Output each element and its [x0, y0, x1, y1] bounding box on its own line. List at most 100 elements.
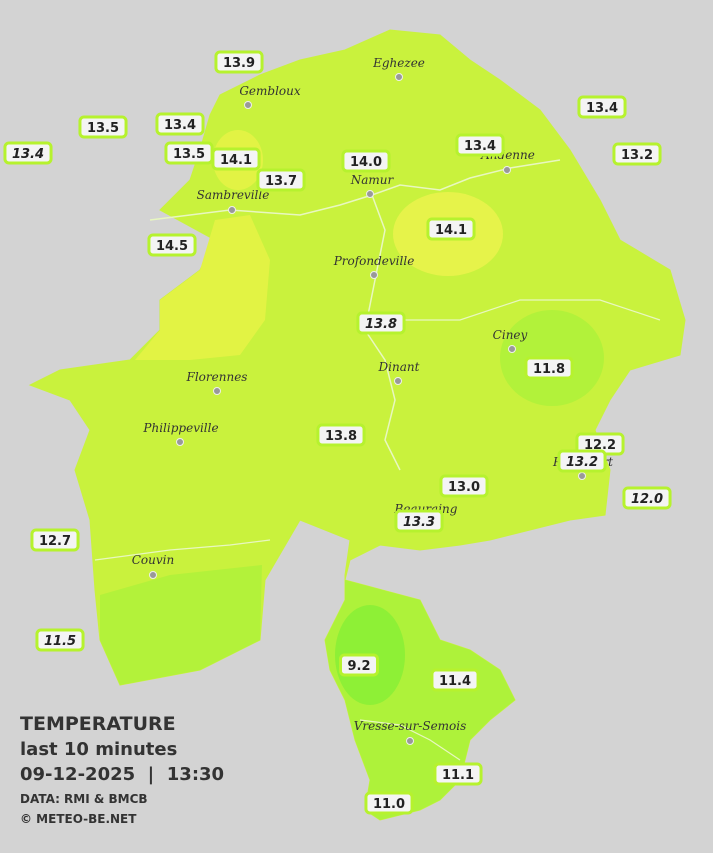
town-dot [395, 73, 403, 81]
legend: TEMPERATURE last 10 minutes 09-12-2025 |… [20, 713, 224, 826]
station-value: 13.9 [223, 56, 255, 71]
station: 14.5 [147, 233, 197, 257]
station-box [35, 628, 85, 652]
town-label: Ciney [493, 328, 528, 342]
station-value: 13.2 [621, 148, 653, 163]
town-dot [370, 271, 378, 279]
station-value: 12.0 [631, 492, 663, 507]
river [94, 539, 271, 561]
town-dot [244, 101, 252, 109]
station: 11.8 [524, 356, 574, 380]
station-value: 13.4 [464, 139, 496, 154]
station-box [3, 141, 53, 165]
legend-datetime: 09-12-2025 | 13:30 [20, 764, 224, 785]
station-box [439, 474, 489, 498]
town-dot [366, 190, 374, 198]
station-box [316, 423, 366, 447]
station-box [524, 356, 574, 380]
station-box [612, 142, 662, 166]
station-value: 11.1 [442, 768, 474, 783]
station-box [426, 217, 476, 241]
river [400, 299, 661, 321]
station: 13.4 [577, 95, 627, 119]
station-value: 14.1 [435, 223, 467, 238]
station: 9.2 [338, 653, 380, 677]
town-label: Gembloux [239, 84, 301, 98]
station: 14.1 [426, 217, 476, 241]
station: 11.5 [35, 628, 85, 652]
warm-zone [135, 215, 270, 360]
station: 13.4 [3, 141, 53, 165]
station-box [394, 509, 444, 533]
station-value: 13.4 [586, 101, 618, 116]
station-box [430, 668, 480, 692]
station-value: 14.5 [156, 239, 188, 254]
station-box [147, 233, 197, 257]
town-dot [176, 438, 184, 446]
town-label: Couvin [132, 553, 174, 567]
station-value: 9.2 [347, 659, 370, 674]
station-box [78, 115, 128, 139]
town-label: Philippeville [142, 421, 218, 435]
station: 11.1 [433, 762, 483, 786]
station-box [341, 149, 391, 173]
town-dot [213, 387, 221, 395]
legend-credit: © METEO-BE.NET [20, 812, 137, 826]
station: 14.0 [341, 149, 391, 173]
station-box [356, 311, 406, 335]
station: 13.2 [612, 142, 662, 166]
river [149, 159, 561, 221]
station-value: 12.7 [39, 534, 71, 549]
station: 13.0 [439, 474, 489, 498]
station: 12.7 [30, 528, 80, 552]
town-dot [406, 737, 414, 745]
station-value: 13.8 [325, 429, 357, 444]
station-box [577, 95, 627, 119]
station-box [211, 147, 261, 171]
legend-source: DATA: RMI & BMCB [20, 792, 148, 806]
station-value: 13.5 [173, 147, 205, 162]
station-box [30, 528, 80, 552]
station: 13.4 [455, 133, 505, 157]
stations: 13.9 13.5 13.4 13.4 13.5 14.1 13.7 14.0 13.4 13.4… [3, 50, 672, 815]
town-dot [578, 472, 586, 480]
station-value: 13.5 [87, 121, 119, 136]
station-value: 13.4 [12, 147, 44, 162]
station: 13.9 [214, 50, 264, 74]
station-value: 13.7 [265, 174, 297, 189]
station: 13.8 [316, 423, 366, 447]
station-value: 13.2 [566, 455, 598, 470]
station-value: 14.0 [350, 155, 382, 170]
town-label: Vresse-sur-Semois [354, 719, 467, 733]
town-label: Florennes [186, 370, 248, 384]
station-box [364, 791, 414, 815]
station-box [433, 762, 483, 786]
town-label: Sambreville [197, 188, 270, 202]
town-label: Eghezee [372, 56, 425, 70]
station: 13.8 [356, 311, 406, 335]
station: 14.1 [211, 147, 261, 171]
station-value: 11.8 [533, 362, 565, 377]
legend-title: TEMPERATURE [20, 713, 176, 735]
station: 13.5 [78, 115, 128, 139]
station: 13.4 [155, 112, 205, 136]
station-value: 12.2 [584, 438, 616, 453]
station-value: 11.4 [439, 674, 471, 689]
cool-zone [100, 565, 262, 685]
river [359, 719, 461, 761]
station: 13.2 [557, 449, 607, 473]
station: 13.3 [394, 509, 444, 533]
station-box [557, 449, 607, 473]
town-dot [508, 345, 516, 353]
station: 13.7 [256, 168, 306, 192]
town-dot [149, 571, 157, 579]
station-value: 13.0 [448, 480, 480, 495]
station: 11.0 [364, 791, 414, 815]
town-label: Namur [350, 173, 395, 187]
station-value: 13.3 [403, 515, 435, 530]
town-dot [503, 166, 511, 174]
town-label: Dinant [378, 360, 420, 374]
station-value: 14.1 [220, 153, 252, 168]
station-box [455, 133, 505, 157]
